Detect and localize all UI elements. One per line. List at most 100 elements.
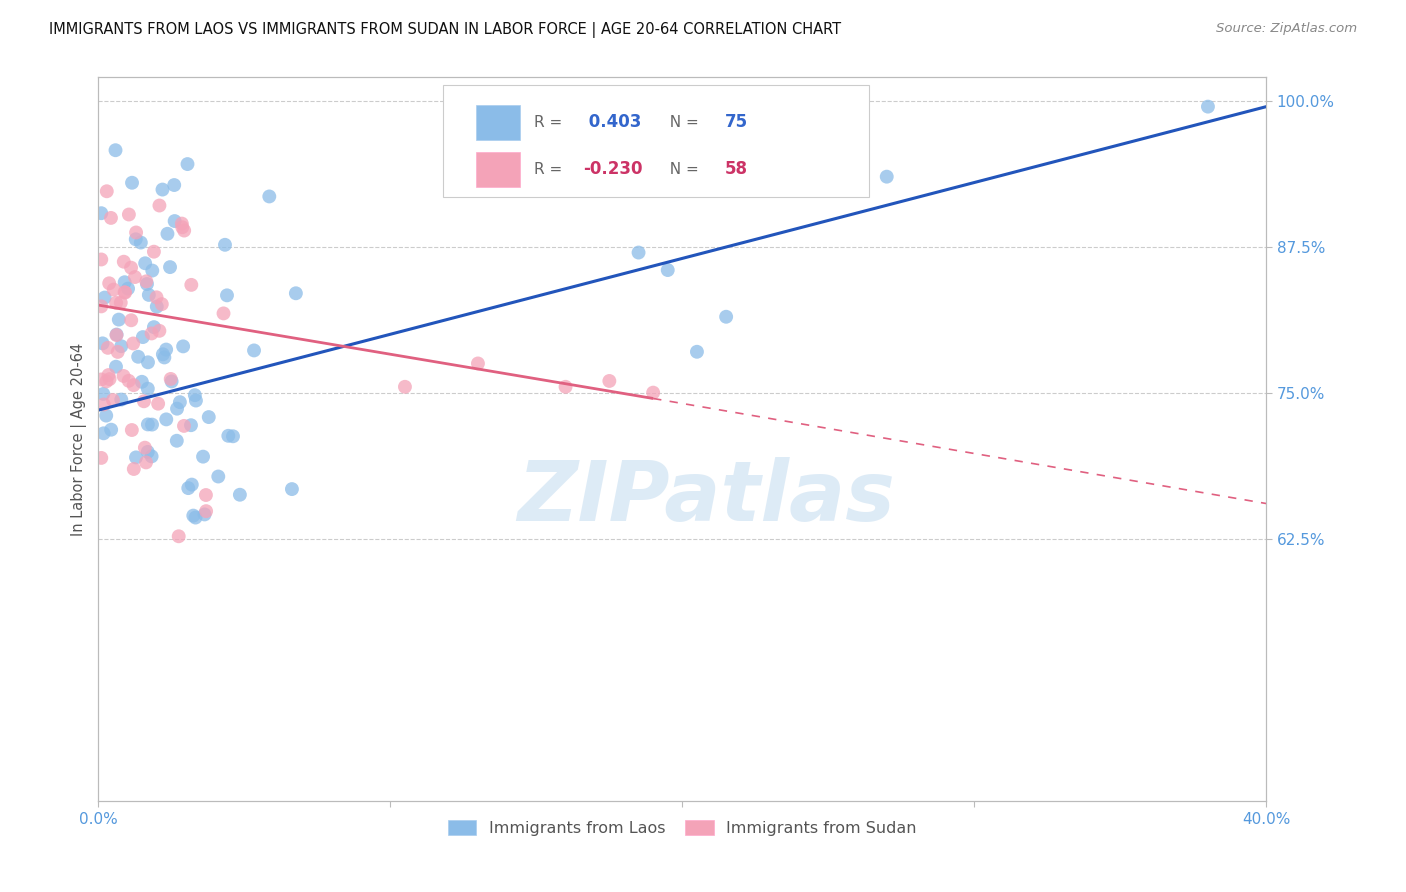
- Point: [152, 347, 174, 361]
- Point: [135, 274, 157, 288]
- Point: [141, 263, 163, 277]
- Point: [146, 300, 169, 314]
- Point: [142, 244, 165, 259]
- Point: [159, 372, 181, 386]
- Y-axis label: In Labor Force | Age 20-64: In Labor Force | Age 20-64: [72, 343, 87, 536]
- FancyBboxPatch shape: [475, 152, 520, 186]
- Point: [148, 198, 170, 212]
- Point: [90, 372, 112, 386]
- Text: N =: N =: [661, 161, 704, 177]
- Point: [173, 223, 195, 237]
- Point: [229, 488, 252, 502]
- Point: [90, 206, 112, 220]
- Point: [160, 375, 183, 389]
- Point: [643, 385, 665, 400]
- Point: [104, 359, 127, 374]
- Text: IMMIGRANTS FROM LAOS VS IMMIGRANTS FROM SUDAN IN LABOR FORCE | AGE 20-64 CORRELA: IMMIGRANTS FROM LAOS VS IMMIGRANTS FROM …: [49, 22, 841, 38]
- Point: [184, 388, 207, 402]
- Point: [91, 387, 114, 401]
- Point: [180, 277, 202, 292]
- Point: [136, 277, 159, 291]
- Point: [120, 313, 142, 327]
- Text: 0.403: 0.403: [583, 113, 641, 131]
- Point: [184, 393, 207, 408]
- Point: [112, 254, 135, 268]
- Point: [156, 227, 179, 241]
- Point: [145, 290, 167, 304]
- Point: [100, 423, 122, 437]
- Point: [104, 143, 127, 157]
- Point: [121, 423, 143, 437]
- Point: [122, 462, 145, 476]
- Point: [141, 326, 163, 341]
- Text: -0.230: -0.230: [583, 161, 643, 178]
- Point: [131, 375, 153, 389]
- Point: [627, 245, 650, 260]
- Text: N =: N =: [661, 115, 704, 130]
- Point: [105, 327, 128, 342]
- Point: [103, 283, 125, 297]
- Point: [167, 529, 190, 543]
- Point: [281, 482, 304, 496]
- Point: [110, 392, 132, 407]
- Point: [173, 418, 195, 433]
- Point: [180, 477, 202, 491]
- Point: [467, 356, 489, 370]
- Point: [141, 450, 163, 464]
- Point: [212, 306, 235, 320]
- Point: [184, 510, 207, 524]
- Point: [120, 260, 142, 275]
- Point: [166, 434, 188, 448]
- Point: [217, 429, 239, 443]
- Point: [132, 330, 155, 344]
- Point: [117, 282, 139, 296]
- Point: [96, 184, 118, 198]
- Point: [222, 429, 245, 443]
- Point: [686, 344, 709, 359]
- Point: [177, 481, 200, 495]
- Point: [153, 351, 176, 365]
- Point: [112, 369, 135, 384]
- Point: [132, 394, 155, 409]
- Point: [136, 417, 159, 432]
- Point: [107, 312, 129, 326]
- Point: [163, 214, 186, 228]
- Point: [155, 343, 177, 357]
- Point: [170, 217, 193, 231]
- Point: [97, 341, 120, 355]
- Point: [138, 288, 160, 302]
- Point: [107, 345, 129, 359]
- Point: [110, 339, 132, 353]
- Point: [93, 397, 115, 411]
- Point: [146, 397, 169, 411]
- Point: [142, 320, 165, 334]
- Point: [127, 350, 149, 364]
- Point: [150, 297, 173, 311]
- Point: [657, 263, 679, 277]
- Point: [121, 176, 143, 190]
- Point: [96, 375, 118, 389]
- Point: [284, 286, 307, 301]
- Point: [105, 295, 128, 310]
- FancyBboxPatch shape: [443, 85, 869, 197]
- Point: [98, 372, 121, 386]
- Point: [105, 328, 128, 343]
- Point: [876, 169, 898, 184]
- Point: [91, 336, 114, 351]
- Point: [93, 426, 115, 441]
- Point: [141, 417, 163, 432]
- Text: 75: 75: [724, 113, 748, 131]
- Point: [194, 488, 217, 502]
- Point: [114, 285, 136, 300]
- Point: [714, 310, 737, 324]
- Point: [172, 220, 194, 235]
- Point: [194, 508, 217, 522]
- Legend: Immigrants from Laos, Immigrants from Sudan: Immigrants from Laos, Immigrants from Su…: [440, 813, 925, 844]
- Text: R =: R =: [534, 161, 567, 177]
- Point: [114, 275, 136, 289]
- Point: [96, 409, 118, 423]
- Point: [259, 189, 281, 203]
- Point: [118, 207, 141, 221]
- Point: [90, 450, 112, 465]
- Text: ZIPatlas: ZIPatlas: [517, 457, 894, 538]
